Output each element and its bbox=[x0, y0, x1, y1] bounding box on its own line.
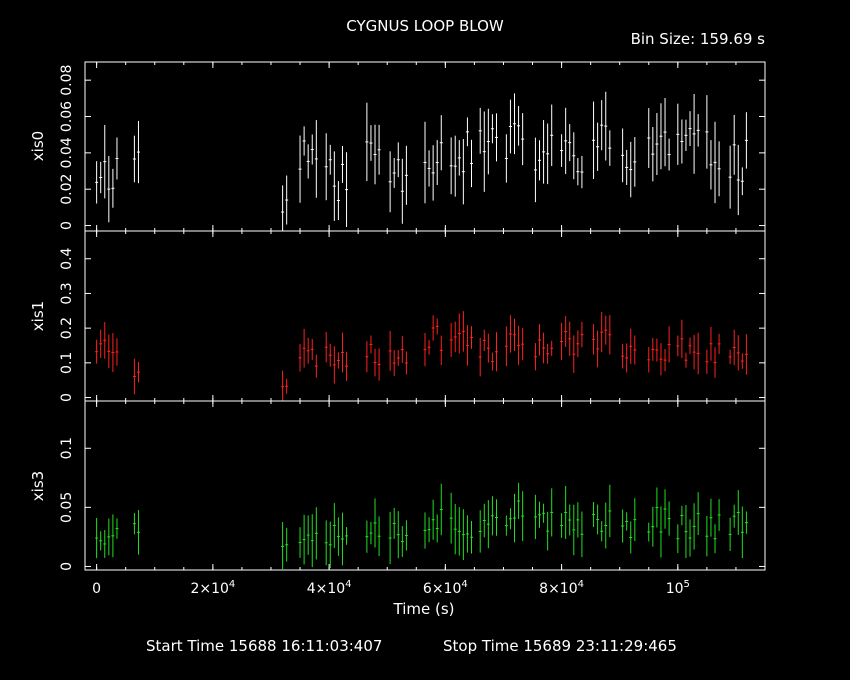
ytick-label-xis1: 0 bbox=[59, 393, 75, 402]
panel-ylabel-xis3: xis3 bbox=[29, 470, 47, 502]
panel-xis1: 0 0.1 0.2 0.3 0.4 bbox=[59, 230, 766, 402]
ytick-label-xis0: 0.08 bbox=[59, 65, 75, 96]
stop-time-label: Stop Time 15689 23:11:29:465 bbox=[443, 637, 677, 655]
xtick-label: 105 bbox=[666, 579, 690, 597]
ytick-label-xis0: 0.06 bbox=[59, 101, 75, 132]
ytick-label-xis0: 0 bbox=[59, 221, 75, 230]
panel-ylabel-xis0: xis0 bbox=[29, 130, 47, 162]
panel-xis3: 0 0.05 0.1 bbox=[59, 400, 766, 571]
bin-size-label: Bin Size: 159.69 s bbox=[630, 30, 765, 48]
ytick-label-xis0: 0.02 bbox=[59, 174, 75, 205]
ytick-label-xis3: 0.1 bbox=[59, 437, 75, 459]
xtick-label: 8×104 bbox=[539, 579, 584, 597]
ytick-label-xis0: 0.04 bbox=[59, 137, 75, 168]
xtick-label: 0 bbox=[92, 581, 101, 597]
panel-ylabel-xis1: xis1 bbox=[29, 300, 47, 332]
chart-title: CYGNUS LOOP BLOW bbox=[346, 17, 504, 35]
ytick-label-xis1: 0.4 bbox=[59, 248, 75, 270]
ytick-label-xis1: 0.1 bbox=[59, 352, 75, 374]
ytick-label-xis1: 0.2 bbox=[59, 317, 75, 339]
start-time-label: Start Time 15688 16:11:03:407 bbox=[146, 637, 383, 655]
ytick-label-xis3: 0.05 bbox=[59, 492, 75, 523]
panel-xis0: 0 0.02 0.04 0.06 0.08 bbox=[59, 61, 766, 232]
xtick-label: 4×104 bbox=[307, 579, 352, 597]
xtick-label: 2×104 bbox=[190, 579, 235, 597]
ytick-label-xis3: 0 bbox=[59, 562, 75, 571]
x-axis-label: Time (s) bbox=[393, 600, 455, 618]
ytick-label-xis1: 0.3 bbox=[59, 282, 75, 304]
panel-frame-xis3 bbox=[84, 400, 766, 571]
xtick-label: 6×104 bbox=[423, 579, 468, 597]
